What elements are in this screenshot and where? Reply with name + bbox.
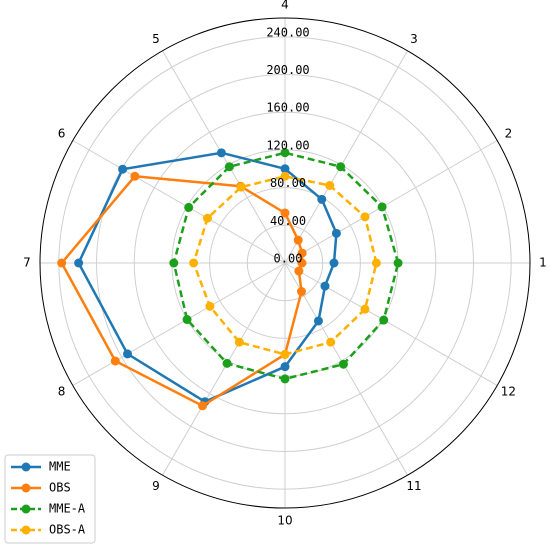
legend-label: OBS: [49, 481, 71, 495]
data-point: [393, 258, 403, 268]
data-point: [326, 337, 336, 347]
angle-label: 7: [23, 256, 31, 270]
legend-label: MME-A: [49, 502, 86, 516]
data-point: [293, 235, 303, 245]
data-point: [280, 164, 290, 174]
data-point: [297, 248, 307, 258]
data-point: [280, 362, 290, 372]
r-tick-label: 240.00: [266, 25, 309, 39]
data-point: [325, 180, 335, 190]
angle-label: 11: [406, 479, 421, 493]
angle-label: 5: [152, 32, 160, 46]
data-point: [280, 171, 290, 181]
data-point: [360, 212, 370, 222]
spoke: [284, 262, 498, 386]
data-point: [222, 358, 232, 368]
data-point: [224, 162, 234, 172]
legend-box: [4, 454, 96, 544]
legend-marker: [21, 483, 31, 493]
data-point: [296, 287, 306, 297]
data-point: [297, 258, 307, 268]
legend-label: OBS-A: [49, 523, 86, 537]
r-tick-label: 120.00: [266, 138, 309, 152]
angle-label: 6: [58, 127, 66, 141]
r-tick-label: 80.00: [270, 176, 306, 190]
data-point: [331, 228, 341, 238]
r-tick-label: 200.00: [266, 63, 309, 77]
data-point: [236, 182, 246, 192]
r-tick-label: 160.00: [266, 101, 309, 115]
legend-marker: [21, 504, 31, 514]
data-point: [110, 356, 120, 366]
r-tick-label: 0.00: [274, 252, 303, 266]
data-point: [118, 164, 128, 174]
data-point: [379, 315, 389, 325]
data-point: [169, 258, 179, 268]
data-point: [122, 349, 132, 359]
legend-marker: [21, 525, 31, 535]
data-point: [338, 359, 348, 369]
spoke: [72, 262, 286, 386]
outer-frame: [39, 17, 531, 509]
data-point: [216, 148, 226, 158]
data-point: [280, 374, 290, 384]
data-point: [182, 315, 192, 325]
spoke: [72, 140, 286, 264]
data-point: [336, 162, 346, 172]
data-point: [313, 316, 323, 326]
angle-label: 1: [539, 256, 547, 270]
data-point: [320, 281, 330, 291]
data-point: [184, 202, 194, 212]
angle-label: 12: [501, 385, 516, 399]
angle-label: 2: [505, 127, 513, 141]
data-point: [360, 304, 370, 314]
data-point: [57, 258, 67, 268]
spoke: [284, 140, 498, 264]
angle-label: 4: [281, 0, 289, 12]
data-point: [198, 401, 208, 411]
angle-label: 10: [277, 514, 292, 528]
data-point: [234, 337, 244, 347]
legend: MME OBS MME-A OBS-A: [4, 454, 96, 544]
data-point: [205, 301, 215, 311]
r-tick-label: 40.00: [270, 214, 306, 228]
spoke: [162, 262, 286, 476]
data-point: [74, 258, 84, 268]
data-point: [294, 266, 304, 276]
legend-marker: [21, 462, 31, 472]
data-point: [329, 258, 339, 268]
data-point: [317, 194, 327, 204]
angle-label: 8: [58, 385, 66, 399]
data-point: [371, 258, 381, 268]
spoke: [162, 50, 286, 264]
data-point: [280, 208, 290, 218]
data-point: [130, 171, 140, 181]
legend-label: MME: [49, 460, 71, 474]
data-point: [377, 202, 387, 212]
spoke: [284, 262, 408, 476]
angle-label: 3: [410, 32, 418, 46]
data-point: [202, 213, 212, 223]
data-point: [189, 258, 199, 268]
data-point: [280, 148, 290, 158]
data-point: [280, 349, 290, 359]
angle-label: 9: [152, 479, 160, 493]
spoke: [284, 50, 408, 264]
